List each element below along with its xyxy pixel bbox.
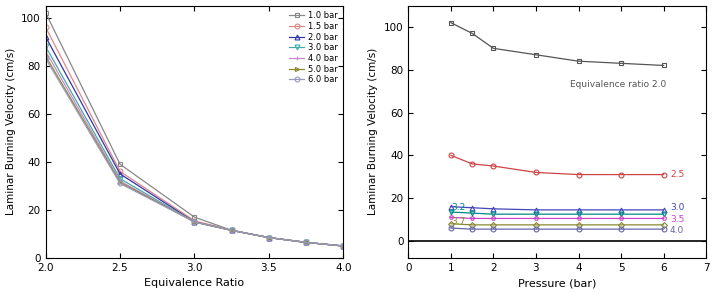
6.0 bar [302, 240, 310, 244]
Y-axis label: Laminar Burning Velocity (cm/s): Laminar Burning Velocity (cm/s) [6, 48, 16, 216]
Text: 3.2: 3.2 [452, 203, 466, 212]
1.5 bar [265, 236, 273, 239]
6.0 bar [116, 182, 124, 185]
Text: 3.5: 3.5 [670, 215, 684, 224]
6.0 bar [265, 236, 273, 239]
Legend: 1.0 bar, 1.5 bar, 2.0 bar, 3.0 bar, 4.0 bar, 5.0 bar, 6.0 bar: 1.0 bar, 1.5 bar, 2.0 bar, 3.0 bar, 4.0 … [287, 10, 339, 86]
2.0 bar [41, 35, 50, 39]
Line: 1.0 bar: 1.0 bar [43, 10, 346, 248]
3.0 bar [265, 236, 273, 239]
1.5 bar [190, 219, 199, 223]
1.5 bar [339, 244, 347, 248]
2.0 bar [116, 172, 124, 176]
Text: 4.0: 4.0 [670, 226, 684, 235]
3.0 bar [302, 240, 310, 244]
4.0 bar [190, 220, 199, 224]
X-axis label: Equivalence Ratio: Equivalence Ratio [144, 278, 245, 288]
3.0 bar [41, 45, 50, 48]
2.0 bar [227, 229, 236, 232]
6.0 bar [339, 244, 347, 248]
1.5 bar [41, 26, 50, 29]
1.0 bar [339, 244, 347, 248]
2.0 bar [190, 220, 199, 224]
Y-axis label: Laminar Burning Velocity (cm/s): Laminar Burning Velocity (cm/s) [368, 48, 378, 216]
1.0 bar [227, 229, 236, 232]
1.5 bar [116, 170, 124, 173]
Text: 3.7: 3.7 [452, 217, 466, 226]
Line: 2.0 bar: 2.0 bar [43, 34, 346, 248]
Text: 3.0: 3.0 [670, 203, 684, 212]
1.0 bar [190, 216, 199, 219]
Line: 3.0 bar: 3.0 bar [43, 44, 346, 248]
Line: 1.5 bar: 1.5 bar [43, 25, 346, 248]
Line: 4.0 bar: 4.0 bar [43, 49, 346, 248]
5.0 bar [265, 236, 273, 239]
6.0 bar [41, 57, 50, 60]
3.0 bar [339, 244, 347, 248]
2.0 bar [339, 244, 347, 248]
Text: 2.5: 2.5 [670, 170, 684, 179]
X-axis label: Pressure (bar): Pressure (bar) [518, 278, 596, 288]
1.0 bar [116, 163, 124, 166]
4.0 bar [41, 49, 50, 53]
2.0 bar [302, 240, 310, 244]
Line: 6.0 bar: 6.0 bar [43, 56, 346, 248]
3.0 bar [190, 220, 199, 224]
5.0 bar [41, 54, 50, 58]
5.0 bar [339, 244, 347, 248]
4.0 bar [116, 179, 124, 183]
6.0 bar [190, 220, 199, 224]
Text: Equivalence ratio 2.0: Equivalence ratio 2.0 [570, 81, 666, 89]
4.0 bar [265, 236, 273, 239]
5.0 bar [302, 240, 310, 244]
1.0 bar [265, 236, 273, 239]
6.0 bar [227, 229, 236, 232]
1.5 bar [227, 229, 236, 232]
5.0 bar [190, 220, 199, 224]
3.0 bar [227, 229, 236, 232]
1.5 bar [302, 240, 310, 244]
4.0 bar [302, 240, 310, 244]
1.0 bar [302, 240, 310, 244]
4.0 bar [227, 229, 236, 232]
4.0 bar [339, 244, 347, 248]
Line: 5.0 bar: 5.0 bar [44, 54, 345, 248]
1.0 bar [41, 11, 50, 14]
5.0 bar [227, 229, 236, 232]
2.0 bar [265, 236, 273, 239]
3.0 bar [116, 177, 124, 181]
5.0 bar [116, 181, 124, 184]
